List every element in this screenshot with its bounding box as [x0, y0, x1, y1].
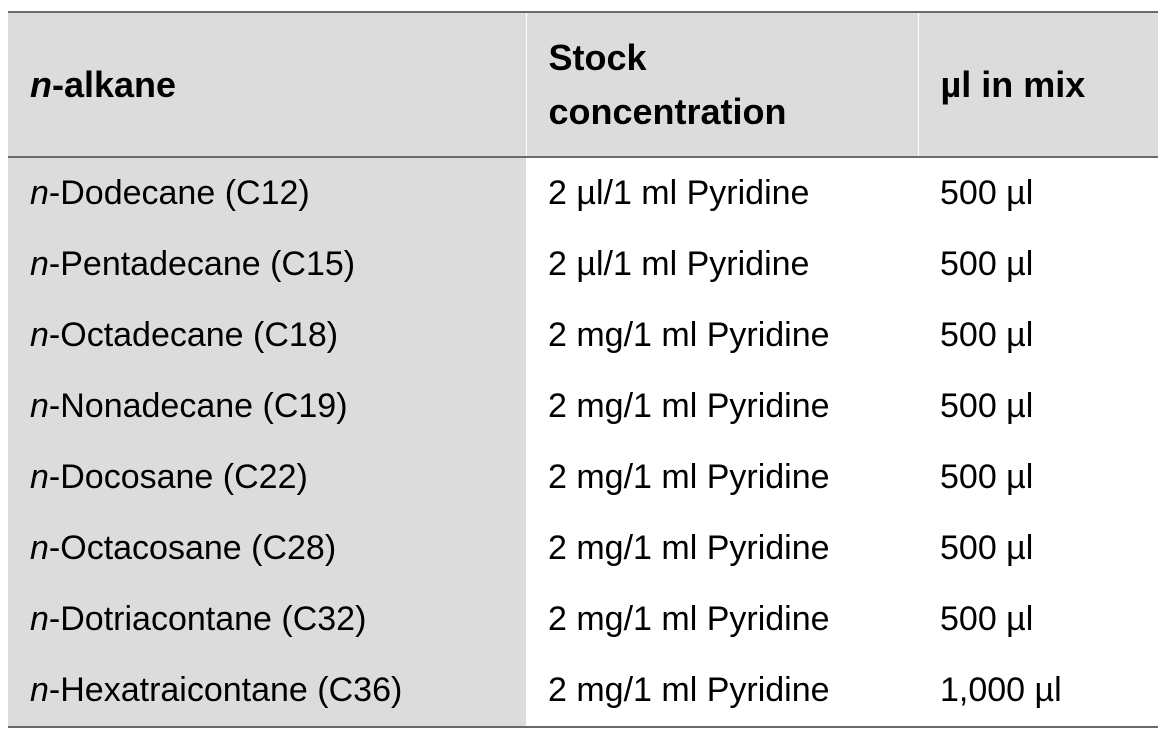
alkane-table: n-alkane Stock concentration µl in mix n-… [8, 11, 1158, 728]
header-stock-concentration: Stock concentration [525, 12, 918, 157]
table-body: n-Dodecane (C12) 2 µl/1 ml Pyridine 500 … [8, 157, 1158, 728]
table-row: n-Octadecane (C18) 2 mg/1 ml Pyridine 50… [8, 300, 1158, 371]
mix-volume-cell: 500 µl [940, 458, 1034, 496]
mix-volume-cell: 500 µl [940, 529, 1034, 567]
alkane-table-container: n-alkane Stock concentration µl in mix n-… [8, 11, 1158, 728]
alkane-name-cell: n-Docosane (C22) [8, 442, 526, 513]
alkane-name-cell: n-Octacosane (C28) [8, 513, 526, 584]
alkane-name: -Octadecane (C18) [48, 316, 339, 354]
header-alkane-prefix: n [30, 63, 52, 105]
stock-concentration-cell: 2 mg/1 ml Pyridine [548, 387, 830, 425]
table-header: n-alkane Stock concentration µl in mix [8, 12, 1158, 157]
alkane-prefix: n [30, 245, 49, 283]
alkane-name: -Octacosane (C28) [48, 529, 337, 567]
alkane-prefix: n [30, 600, 49, 638]
table-row: n-Hexatraicontane (C36) 2 mg/1 ml Pyridi… [8, 655, 1158, 728]
alkane-name-cell: n-Dodecane (C12) [8, 157, 526, 229]
alkane-name: -Dodecane (C12) [48, 174, 310, 212]
stock-concentration-cell: 2 mg/1 ml Pyridine [548, 458, 830, 496]
alkane-name-cell: n-Pentadecane (C15) [8, 229, 526, 300]
alkane-prefix: n [30, 458, 49, 496]
header-mix-label: µl in mix [940, 63, 1086, 105]
mix-volume-cell: 500 µl [940, 600, 1034, 638]
alkane-prefix: n [30, 529, 49, 567]
stock-concentration-cell: 2 µl/1 ml Pyridine [548, 245, 810, 283]
alkane-name-cell: n-Octadecane (C18) [8, 300, 526, 371]
alkane-name-cell: n-Hexatraicontane (C36) [8, 655, 526, 728]
header-ul-in-mix: µl in mix [917, 12, 1158, 157]
mix-volume-cell: 1,000 µl [918, 655, 1158, 728]
stock-concentration-cell: 2 µl/1 ml Pyridine [548, 174, 810, 212]
mix-volume-cell: 500 µl [940, 387, 1034, 425]
mix-volume-cell: 500 µl [940, 245, 1034, 283]
header-row: n-alkane Stock concentration µl in mix [8, 12, 1158, 157]
stock-concentration-cell: 2 mg/1 ml Pyridine [548, 529, 830, 567]
alkane-prefix: n [30, 671, 49, 709]
alkane-prefix: n [30, 174, 49, 212]
alkane-name: -Hexatraicontane (C36) [48, 671, 403, 709]
alkane-name-cell: n-Nonadecane (C19) [8, 371, 526, 442]
alkane-name-cell: n-Dotriacontane (C32) [8, 584, 526, 655]
alkane-prefix: n [30, 387, 49, 425]
header-stock-line1: Stock [548, 36, 647, 78]
table-row: n-Pentadecane (C15) 2 µl/1 ml Pyridine 5… [8, 229, 1158, 300]
alkane-name: -Docosane (C22) [48, 458, 308, 496]
header-alkane-suffix: -alkane [52, 63, 177, 105]
mix-volume-cell: 500 µl [940, 316, 1034, 354]
mix-volume-cell: 500 µl [940, 174, 1034, 212]
stock-concentration-cell: 2 mg/1 ml Pyridine [548, 600, 830, 638]
header-stock-line2: concentration [548, 90, 787, 132]
table-row: n-Dotriacontane (C32) 2 mg/1 ml Pyridine… [8, 584, 1158, 655]
alkane-name: -Dotriacontane (C32) [48, 600, 367, 638]
stock-concentration-cell: 2 mg/1 ml Pyridine [548, 316, 830, 354]
table-row: n-Dodecane (C12) 2 µl/1 ml Pyridine 500 … [8, 157, 1158, 229]
table-row: n-Nonadecane (C19) 2 mg/1 ml Pyridine 50… [8, 371, 1158, 442]
header-alkane: n-alkane [8, 12, 526, 157]
table-row: n-Docosane (C22) 2 mg/1 ml Pyridine 500 … [8, 442, 1158, 513]
alkane-prefix: n [30, 316, 49, 354]
alkane-name: -Nonadecane (C19) [48, 387, 348, 425]
alkane-name: -Pentadecane (C15) [48, 245, 356, 283]
stock-concentration-cell: 2 mg/1 ml Pyridine [526, 655, 918, 728]
table-row: n-Octacosane (C28) 2 mg/1 ml Pyridine 50… [8, 513, 1158, 584]
